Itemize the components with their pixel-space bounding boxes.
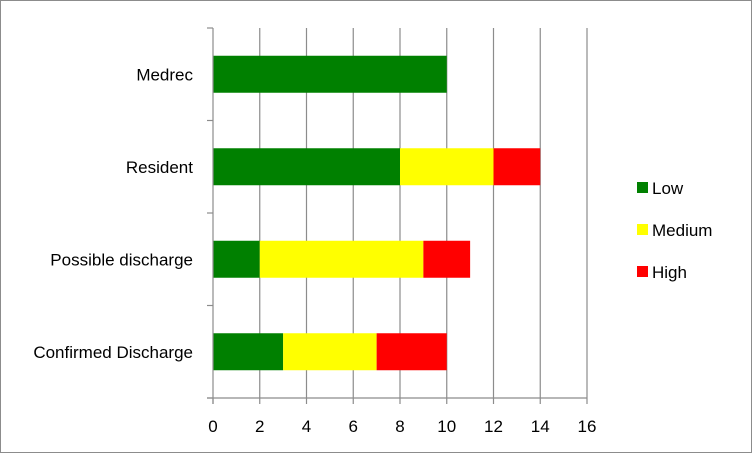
- bars: [213, 55, 541, 371]
- x-tick-label: 2: [255, 417, 264, 436]
- bar-low-0: [213, 55, 447, 93]
- x-tick-label: 12: [484, 417, 503, 436]
- x-tick-label: 10: [437, 417, 456, 436]
- bar-high-2: [423, 240, 471, 278]
- category-label: Confirmed Discharge: [33, 343, 193, 362]
- category-label: Resident: [126, 158, 193, 177]
- bar-low-2: [213, 240, 260, 278]
- bar-low-1: [213, 148, 400, 186]
- legend-swatch-medium: [637, 224, 648, 235]
- legend: Low Medium High: [637, 179, 712, 282]
- legend-swatch-low: [637, 182, 648, 193]
- legend-label-medium: Medium: [652, 221, 712, 240]
- bar-medium-2: [259, 240, 424, 278]
- category-label: Possible discharge: [50, 250, 193, 269]
- x-tick-label: 0: [208, 417, 217, 436]
- bar-high-3: [376, 333, 447, 371]
- bar-low-3: [213, 333, 284, 371]
- category-label: Medrec: [136, 65, 193, 84]
- axes: [207, 27, 588, 404]
- bar-high-1: [493, 148, 541, 186]
- bar-medium-3: [283, 333, 377, 371]
- x-tick-label: 4: [302, 417, 311, 436]
- labels: 0 2 4 6 8 10 12 14 16 Medrec Resident Possible disc…: [33, 65, 596, 436]
- x-tick-label: 8: [395, 417, 404, 436]
- legend-label-high: High: [652, 263, 687, 282]
- x-tick-label: 6: [349, 417, 358, 436]
- legend-swatch-high: [637, 266, 648, 277]
- legend-label-low: Low: [652, 179, 684, 198]
- bar-medium-1: [400, 148, 494, 186]
- x-tick-label: 16: [578, 417, 597, 436]
- x-tick-label: 14: [531, 417, 550, 436]
